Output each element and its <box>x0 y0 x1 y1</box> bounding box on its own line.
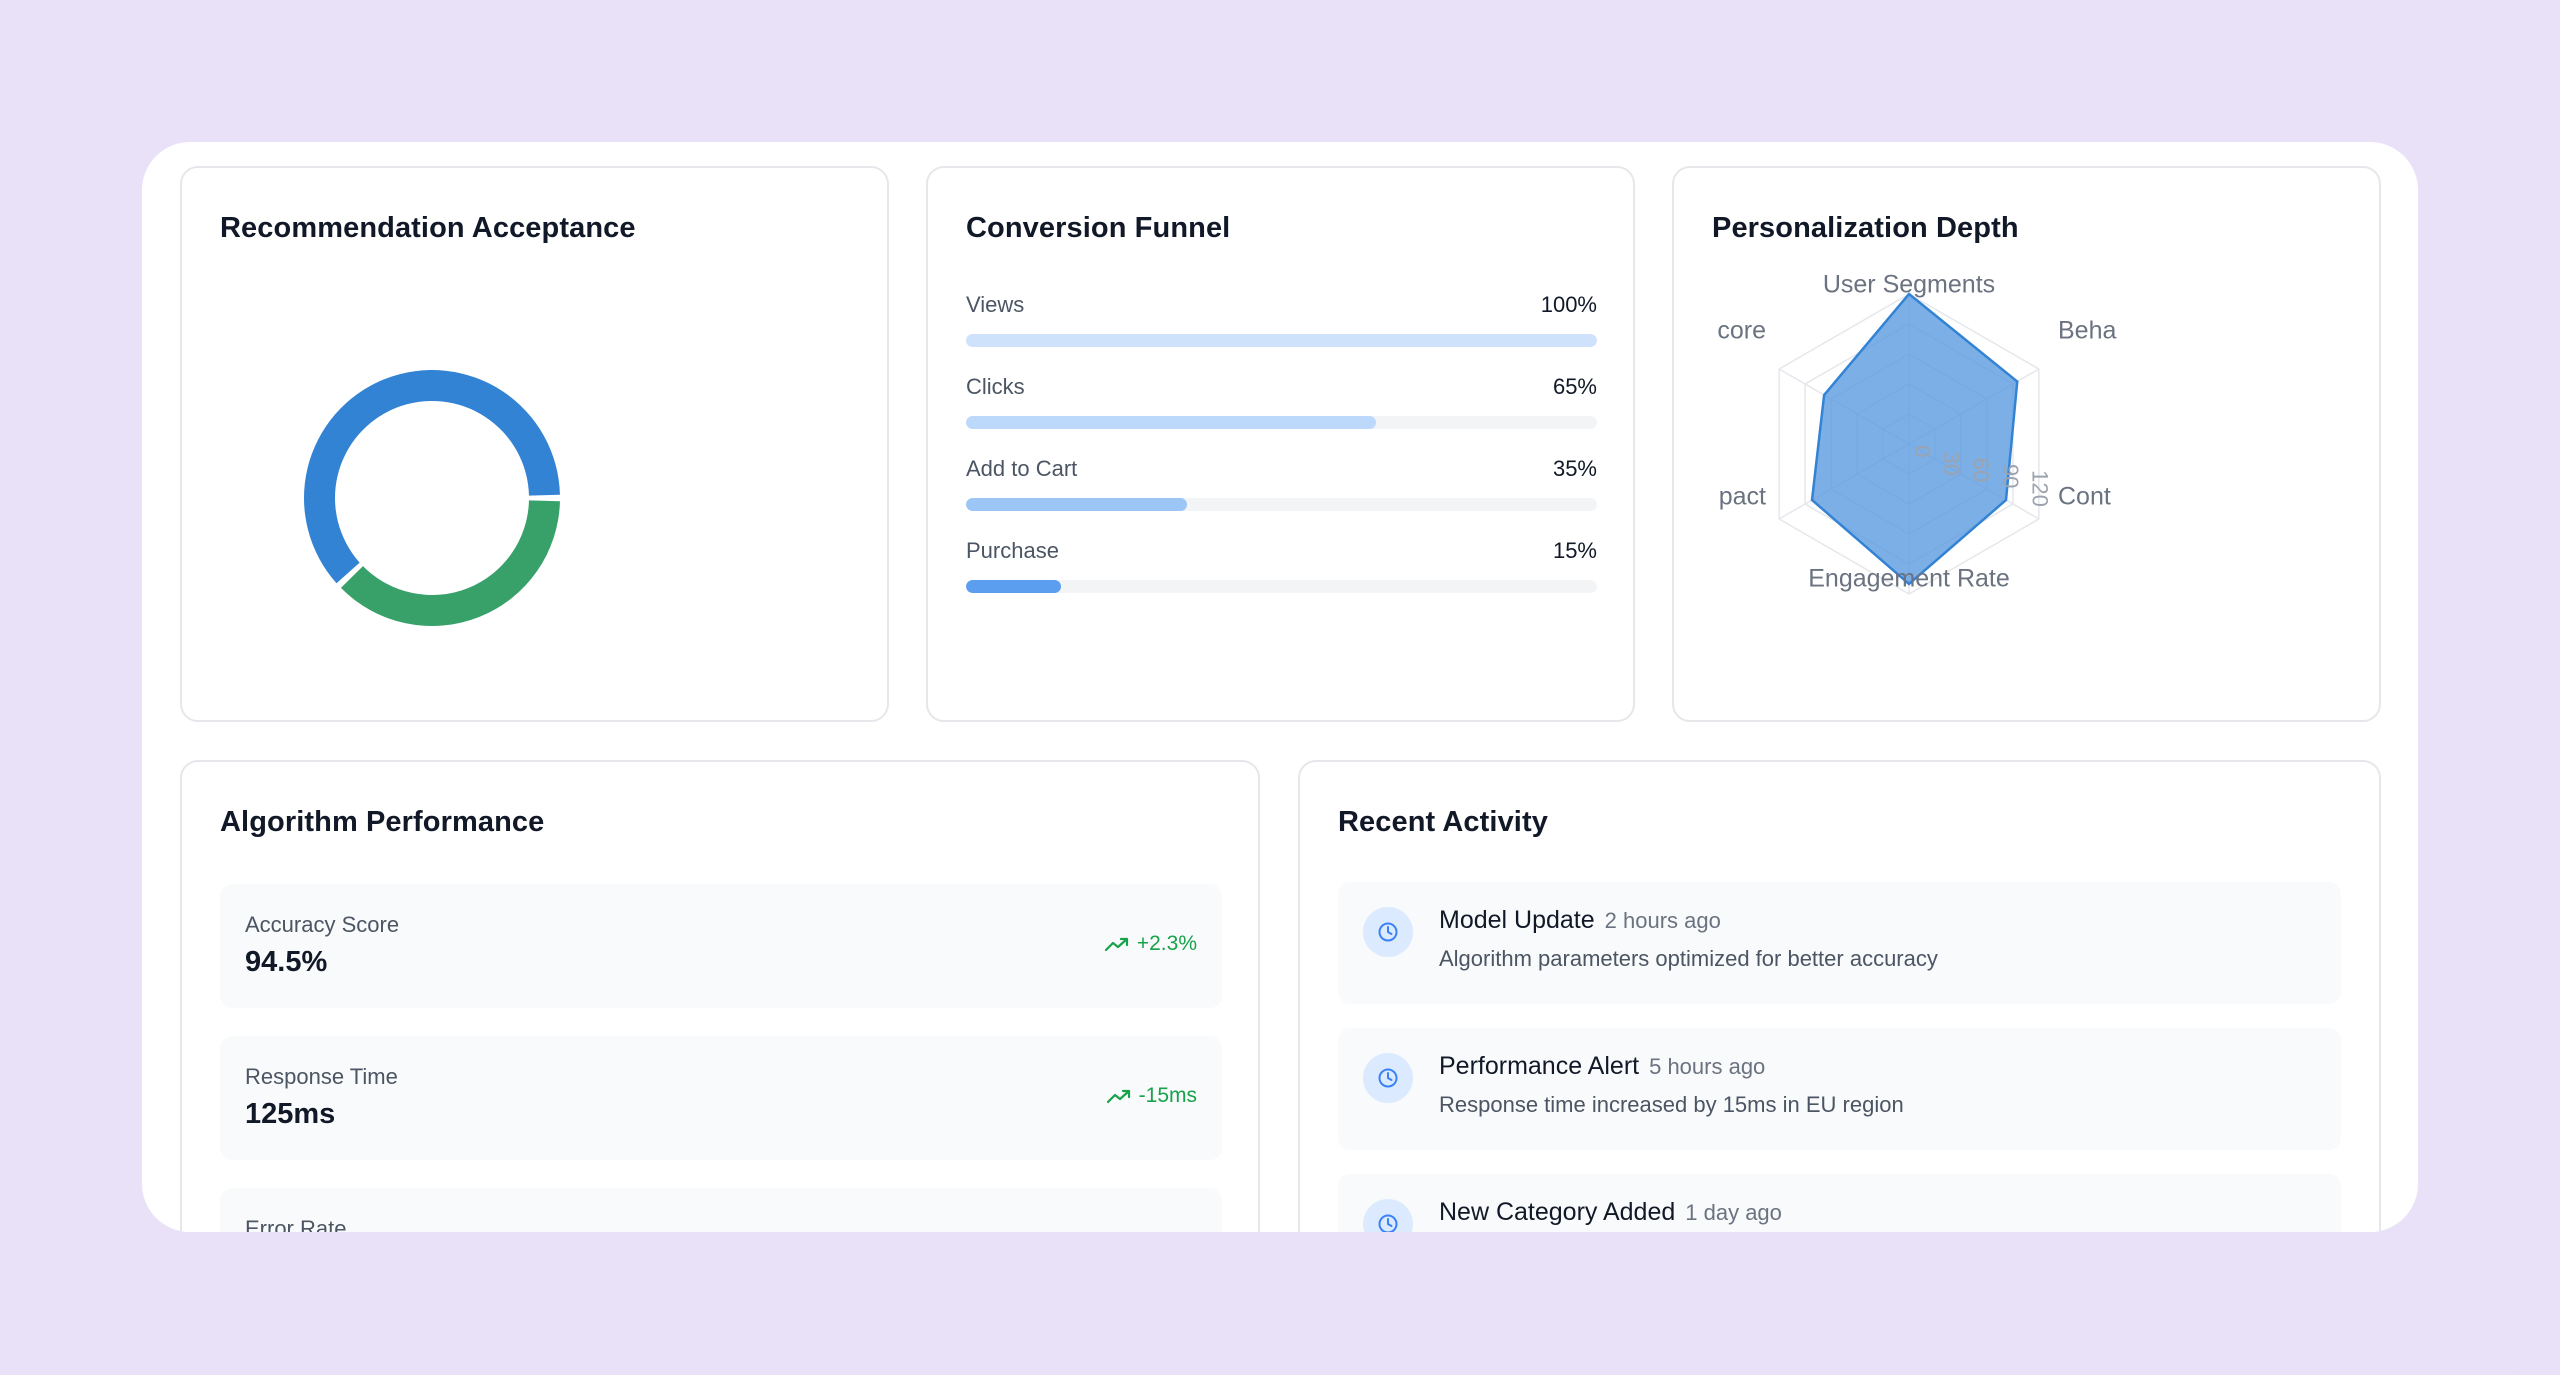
funnel-fill <box>966 580 1061 593</box>
activity-time: 5 hours ago <box>1649 1054 1766 1079</box>
donut-slice[interactable] <box>303 369 560 584</box>
radar-tick-label: 60 <box>1969 458 1994 482</box>
metric-error-rate: Error Rate <box>220 1188 1222 1232</box>
radar-axis-label: Beha <box>2058 317 2116 345</box>
funnel-stage-label: Views <box>966 292 1025 317</box>
activity-time: 2 hours ago <box>1604 908 1721 933</box>
acceptance-donut-chart <box>303 369 560 626</box>
activity-item-new-category[interactable]: New Category Added 1 day ago <box>1338 1174 2341 1232</box>
funnel-track <box>966 580 1597 593</box>
dashboard-frame: Recommendation Acceptance Conversion Fun… <box>142 142 2418 1232</box>
radar-tick-label: 120 <box>2027 470 2052 507</box>
funnel-stage-purchase: Purchase 15% <box>966 538 1597 608</box>
metric-change: +2.3% <box>1104 932 1197 956</box>
funnel-fill <box>966 416 1377 429</box>
conversion-funnel-card: Conversion Funnel Views 100% Clicks 65% … <box>926 166 1635 722</box>
funnel-stage-value: 65% <box>1552 374 1597 399</box>
radar-axis-label: Cont <box>2058 483 2111 511</box>
clock-icon <box>1363 907 1413 957</box>
metric-label: Accuracy Score <box>245 912 400 937</box>
metric-value: 94.5% <box>245 946 328 978</box>
activity-item-performance-alert[interactable]: Performance Alert 5 hours ago Response ti… <box>1338 1028 2341 1150</box>
metric-accuracy-score: Accuracy Score 94.5% +2.3% <box>220 884 1222 1008</box>
activity-title: New Category Added 1 day ago <box>1439 1198 1782 1226</box>
metric-change-value: +2.3% <box>1136 932 1197 955</box>
funnel-track <box>966 498 1597 511</box>
funnel-track <box>966 416 1597 429</box>
funnel-fill <box>966 498 1187 511</box>
card-title: Algorithm Performance <box>220 806 545 838</box>
radar-axis-label: pact <box>1719 483 1766 511</box>
trending-up-icon <box>1104 937 1128 952</box>
funnel-stage-label: Clicks <box>966 374 1025 399</box>
metric-response-time: Response Time 125ms -15ms <box>220 1036 1222 1160</box>
radar-tick-label: 90 <box>1998 464 2023 488</box>
activity-title: Model Update 2 hours ago <box>1439 906 1721 934</box>
radar-tick-label: 30 <box>1939 451 1964 475</box>
metric-value: 125ms <box>245 1098 336 1130</box>
funnel-stage-clicks: Clicks 65% <box>966 374 1597 444</box>
recent-activity-card: Recent Activity Model Update 2 hours ago … <box>1298 760 2381 1232</box>
funnel-stage-value: 100% <box>1540 292 1597 317</box>
funnel-fill <box>966 334 1597 347</box>
card-title: Recommendation Acceptance <box>220 212 636 244</box>
activity-description: Response time increased by 15ms in EU re… <box>1439 1092 1904 1117</box>
clock-icon <box>1363 1053 1413 1103</box>
metric-change: -15ms <box>1106 1084 1197 1108</box>
funnel-stage-views: Views 100% <box>966 292 1597 362</box>
card-title: Conversion Funnel <box>966 212 1231 244</box>
clock-icon <box>1363 1199 1413 1232</box>
personalization-depth-card: Personalization Depth 0 30 60 90 120 User Seg… <box>1672 166 2381 722</box>
radar-axis-label: Engagement Rate <box>1808 565 2010 593</box>
activity-time: 1 day ago <box>1685 1200 1782 1225</box>
donut-slice[interactable] <box>340 500 560 626</box>
funnel-stage-value: 15% <box>1552 538 1597 563</box>
metric-label: Response Time <box>245 1064 398 1089</box>
funnel-stage-value: 35% <box>1552 456 1597 481</box>
funnel-stage-add-to-cart: Add to Cart 35% <box>966 456 1597 526</box>
card-title: Personalization Depth <box>1712 212 2019 244</box>
funnel-track <box>966 334 1597 347</box>
metric-change-value: -15ms <box>1138 1084 1197 1107</box>
radar-axis-label: User Segments <box>1823 271 1995 299</box>
recommendation-acceptance-card: Recommendation Acceptance <box>180 166 889 722</box>
funnel-stage-label: Purchase <box>966 538 1059 563</box>
radar-tick-label: 0 <box>1910 445 1935 457</box>
algorithm-performance-card: Algorithm Performance Accuracy Score 94.… <box>180 760 1260 1232</box>
personalization-radar-chart: 0 30 60 90 120 User Segments Beha Cont Engagemen… <box>1717 271 2116 595</box>
activity-title: Performance Alert 5 hours ago <box>1439 1052 1766 1080</box>
card-title: Recent Activity <box>1338 806 1548 838</box>
radar-axis-label: core <box>1717 317 1766 345</box>
trending-up-icon <box>1106 1089 1130 1104</box>
activity-description: Algorithm parameters optimized for bette… <box>1439 946 1938 971</box>
activity-item-model-update[interactable]: Model Update 2 hours ago Algorithm parame… <box>1338 882 2341 1004</box>
metric-label: Error Rate <box>245 1216 347 1232</box>
radar-series[interactable] <box>1810 292 2019 586</box>
funnel-stage-label: Add to Cart <box>966 456 1078 481</box>
